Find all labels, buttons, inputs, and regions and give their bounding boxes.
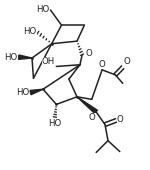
Text: HO: HO (36, 5, 49, 14)
Polygon shape (77, 97, 97, 114)
Text: HO: HO (23, 27, 36, 36)
Polygon shape (30, 89, 43, 95)
Polygon shape (19, 55, 32, 59)
Text: O: O (85, 49, 92, 58)
Text: HO: HO (48, 119, 62, 128)
Text: OH: OH (42, 57, 55, 66)
Text: O: O (123, 57, 130, 66)
Text: HO: HO (4, 53, 17, 62)
Text: O: O (99, 60, 105, 69)
Text: HO: HO (16, 88, 29, 97)
Text: O: O (89, 113, 95, 122)
Text: O: O (117, 115, 124, 124)
